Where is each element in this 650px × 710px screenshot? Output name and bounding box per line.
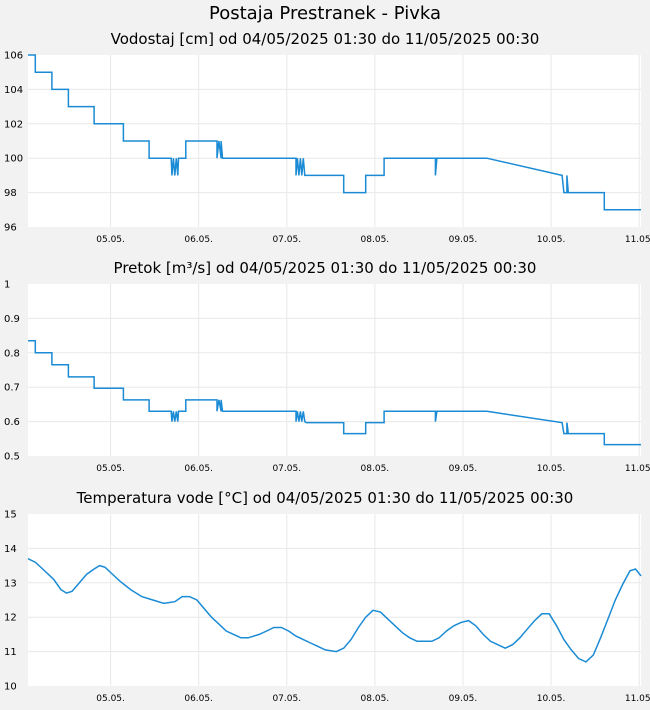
chart-discharge: Pretok [m³/s] od 04/05/2025 01:30 do 11/… — [4, 259, 650, 474]
x-tick-label: 06.05. — [184, 235, 213, 245]
x-tick-label: 08.05. — [361, 235, 390, 245]
y-tick-label: 12 — [4, 613, 17, 624]
y-tick-label: 13 — [4, 578, 17, 589]
y-tick-label: 106 — [4, 51, 23, 62]
plot-area — [28, 514, 641, 686]
y-tick-label: 0.5 — [4, 452, 20, 463]
x-tick-label: 11.05. — [625, 694, 650, 704]
series-line — [28, 340, 641, 446]
page-title: Postaja Prestranek - Pivka — [208, 3, 442, 24]
x-tick-label: 05.05. — [96, 694, 125, 704]
x-tick-label: 11.05. — [625, 235, 650, 245]
y-tick-label: 15 — [4, 510, 17, 521]
y-tick-label: 100 — [4, 154, 23, 165]
y-tick-label: 102 — [4, 119, 23, 130]
x-tick-label: 08.05. — [361, 694, 390, 704]
x-tick-label: 07.05. — [272, 235, 301, 245]
series-line — [28, 54, 641, 211]
x-tick-label: 08.05. — [361, 464, 390, 474]
x-tick-label: 09.05. — [449, 464, 478, 474]
y-tick-label: 1 — [4, 280, 10, 291]
y-tick-label: 0.8 — [4, 348, 20, 359]
x-tick-label: 05.05. — [96, 235, 125, 245]
y-tick-label: 104 — [4, 85, 23, 96]
y-tick-label: 0.7 — [4, 383, 20, 394]
x-tick-label: 10.05. — [537, 464, 566, 474]
y-tick-label: 10 — [4, 682, 17, 693]
y-tick-label: 0.9 — [4, 314, 20, 325]
x-tick-label: 10.05. — [537, 235, 566, 245]
chart-title: Pretok [m³/s] od 04/05/2025 01:30 do 11/… — [114, 259, 537, 277]
x-tick-label: 09.05. — [449, 235, 478, 245]
x-tick-label: 09.05. — [449, 694, 478, 704]
chart-title: Temperatura vode [°C] od 04/05/2025 01:3… — [76, 489, 574, 507]
plot-area — [28, 284, 641, 456]
chart-water-level: Vodostaj [cm] od 04/05/2025 01:30 do 11/… — [4, 30, 650, 245]
series-line — [27, 558, 642, 663]
x-tick-label: 10.05. — [537, 694, 566, 704]
x-tick-label: 06.05. — [184, 464, 213, 474]
chart-title: Vodostaj [cm] od 04/05/2025 01:30 do 11/… — [111, 30, 540, 48]
y-tick-label: 96 — [4, 223, 17, 234]
plot-area — [28, 55, 641, 227]
chart-water-temperature: Temperatura vode [°C] od 04/05/2025 01:3… — [4, 489, 650, 704]
y-tick-label: 0.6 — [4, 417, 20, 428]
x-tick-label: 07.05. — [272, 464, 301, 474]
y-tick-label: 14 — [4, 544, 17, 555]
x-tick-label: 07.05. — [272, 694, 301, 704]
x-tick-label: 06.05. — [184, 694, 213, 704]
x-tick-label: 05.05. — [96, 464, 125, 474]
y-tick-label: 11 — [4, 647, 17, 658]
x-tick-label: 11.05. — [625, 464, 650, 474]
y-tick-label: 98 — [4, 188, 17, 199]
